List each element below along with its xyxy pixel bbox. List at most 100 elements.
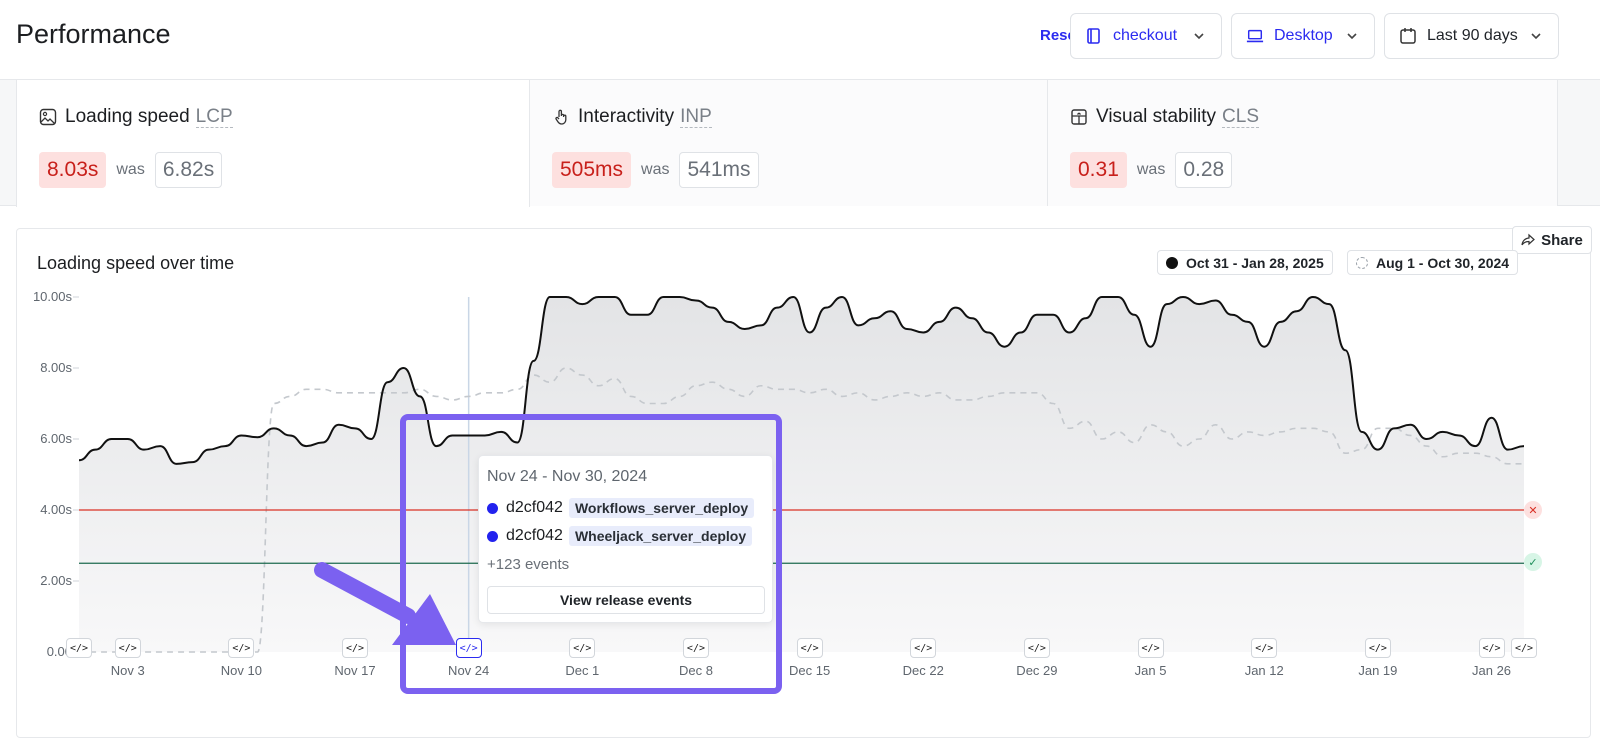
x-tick-label: Dec 1 — [565, 663, 600, 678]
device-select[interactable]: Desktop — [1231, 13, 1375, 59]
release-marker-icon[interactable]: </> — [1023, 638, 1050, 658]
share-label: Share — [1541, 231, 1583, 249]
was-label: was — [641, 161, 670, 178]
metric-card-cls[interactable]: Visual stability CLS 0.31 was 0.28 — [1048, 80, 1558, 206]
series-line-previous — [79, 367, 1524, 653]
chevron-down-icon — [1191, 28, 1207, 44]
metric-title: Loading speed — [65, 106, 190, 127]
check-icon: ✓ — [1524, 553, 1542, 571]
release-marker-icon[interactable]: </> — [910, 638, 937, 658]
metric-value: 8.03s — [39, 152, 107, 188]
y-tick-label: 2.00s — [40, 573, 72, 588]
page-select-label: checkout — [1113, 27, 1178, 44]
x-tick-label: Jan 26 — [1471, 663, 1512, 678]
release-marker-icon[interactable]: </> — [1137, 638, 1164, 658]
event-dot-icon — [487, 502, 498, 514]
tooltip-event: d2cf042 Wheeljack_server_deploy — [487, 526, 753, 546]
x-icon: ✕ — [1524, 501, 1542, 519]
release-marker-icon[interactable]: </> — [796, 638, 823, 658]
release-marker-icon[interactable]: </> — [1364, 638, 1391, 658]
release-marker-icon[interactable]: </> — [342, 638, 368, 658]
legend-label: Oct 31 - Jan 28, 2025 — [1186, 254, 1324, 271]
view-release-events-button[interactable]: View release events — [487, 586, 765, 614]
solid-dot-icon — [1166, 256, 1178, 269]
event-dot-icon — [487, 530, 498, 542]
chart-title: Loading speed over time — [37, 253, 235, 273]
highlight-box — [400, 414, 782, 694]
tooltip-title: Nov 24 - Nov 30, 2024 — [487, 468, 648, 485]
metric-value: 0.31 — [1070, 152, 1127, 188]
metric-previous-value: 6.82s — [154, 152, 223, 188]
release-marker-icon[interactable]: </> — [114, 638, 141, 658]
legend-previous-period[interactable]: Aug 1 - Oct 30, 2024 — [1347, 250, 1519, 275]
chevron-down-icon — [1528, 28, 1544, 44]
y-tick-label: 6.00s — [40, 431, 72, 446]
page-icon — [1085, 27, 1103, 45]
x-tick-label: Jan 19 — [1358, 663, 1398, 678]
x-tick-label: Dec 29 — [1016, 663, 1058, 678]
event-hash: d2cf042 — [506, 527, 563, 544]
page-title: Performance — [16, 19, 171, 49]
metric-value: 505ms — [552, 152, 632, 188]
metric-title: Visual stability — [1096, 106, 1217, 127]
laptop-icon — [1246, 27, 1264, 45]
x-tick-label: Dec 22 — [902, 663, 944, 678]
metric-card-inp[interactable]: Interactivity INP 505ms was 541ms — [530, 80, 1048, 206]
release-marker-icon[interactable]: </> — [682, 638, 709, 658]
y-tick-label: 0.00 — [46, 644, 72, 659]
header-bar: Performance Reset checkout Desktop Last … — [0, 0, 1600, 80]
release-marker-icon[interactable]: </> — [228, 638, 255, 658]
pointer-hand-icon — [552, 108, 570, 126]
more-events-link[interactable]: +123 events — [487, 556, 570, 573]
chart-panel — [16, 228, 1591, 738]
x-tick-label: Dec 15 — [789, 663, 831, 678]
date-range-label: Last 90 days — [1427, 27, 1518, 44]
x-tick-label: Nov 3 — [110, 663, 145, 678]
series-line-current — [78, 295, 1525, 465]
device-select-label: Desktop — [1274, 27, 1333, 44]
metric-abbr: LCP — [195, 105, 233, 128]
y-tick-label: 10.00s — [32, 289, 72, 304]
x-tick-label: Jan 12 — [1244, 663, 1284, 678]
chevron-down-icon — [1344, 28, 1360, 44]
share-button[interactable]: Share — [1512, 226, 1592, 254]
y-tick-label: 8.00s — [40, 360, 72, 375]
image-icon — [39, 108, 57, 126]
tooltip-event: d2cf042 Workflows_server_deploy — [487, 498, 755, 518]
release-marker-icon[interactable]: </> — [569, 638, 596, 658]
release-marker-icon[interactable]: </> — [455, 638, 482, 658]
legend-current-period[interactable]: Oct 31 - Jan 28, 2025 — [1157, 250, 1333, 275]
x-tick-label: Nov 24 — [448, 663, 490, 678]
event-tag: Wheeljack_server_deploy — [568, 526, 753, 546]
metric-previous-value: 0.28 — [1175, 152, 1233, 188]
event-hash: d2cf042 — [506, 499, 563, 516]
metric-abbr: CLS — [1222, 105, 1260, 128]
x-tick-label: Nov 17 — [334, 663, 376, 678]
calendar-icon — [1399, 27, 1417, 45]
x-tick-label: Jan 5 — [1134, 663, 1167, 678]
layout-shift-icon — [1070, 108, 1088, 126]
was-label: was — [116, 161, 145, 178]
dashed-dot-icon — [1356, 256, 1368, 269]
metric-previous-value: 541ms — [679, 152, 759, 188]
release-marker-icon[interactable]: </> — [1251, 638, 1278, 658]
event-tag: Workflows_server_deploy — [568, 498, 755, 518]
page-select[interactable]: checkout — [1070, 13, 1222, 59]
metric-abbr: INP — [680, 105, 712, 128]
legend-label: Aug 1 - Oct 30, 2024 — [1376, 254, 1510, 271]
date-range-select[interactable]: Last 90 days — [1384, 13, 1559, 59]
metric-cards: Loading speed LCP 8.03s was 6.82s Intera… — [0, 80, 1600, 207]
release-marker-icon[interactable]: </> — [1511, 638, 1537, 658]
was-label: was — [1136, 161, 1166, 178]
release-marker-icon[interactable]: </> — [1478, 638, 1505, 658]
release-tooltip: Nov 24 - Nov 30, 2024 d2cf042 Workflows_… — [478, 455, 773, 623]
y-tick-label: 4.00s — [40, 502, 72, 517]
release-marker-icon[interactable]: </> — [66, 638, 92, 658]
metric-card-lcp[interactable]: Loading speed LCP 8.03s was 6.82s — [16, 80, 530, 207]
share-icon — [1521, 233, 1536, 247]
x-tick-label: Dec 8 — [678, 663, 713, 678]
metric-title: Interactivity — [578, 106, 675, 127]
x-tick-label: Nov 10 — [220, 663, 262, 678]
